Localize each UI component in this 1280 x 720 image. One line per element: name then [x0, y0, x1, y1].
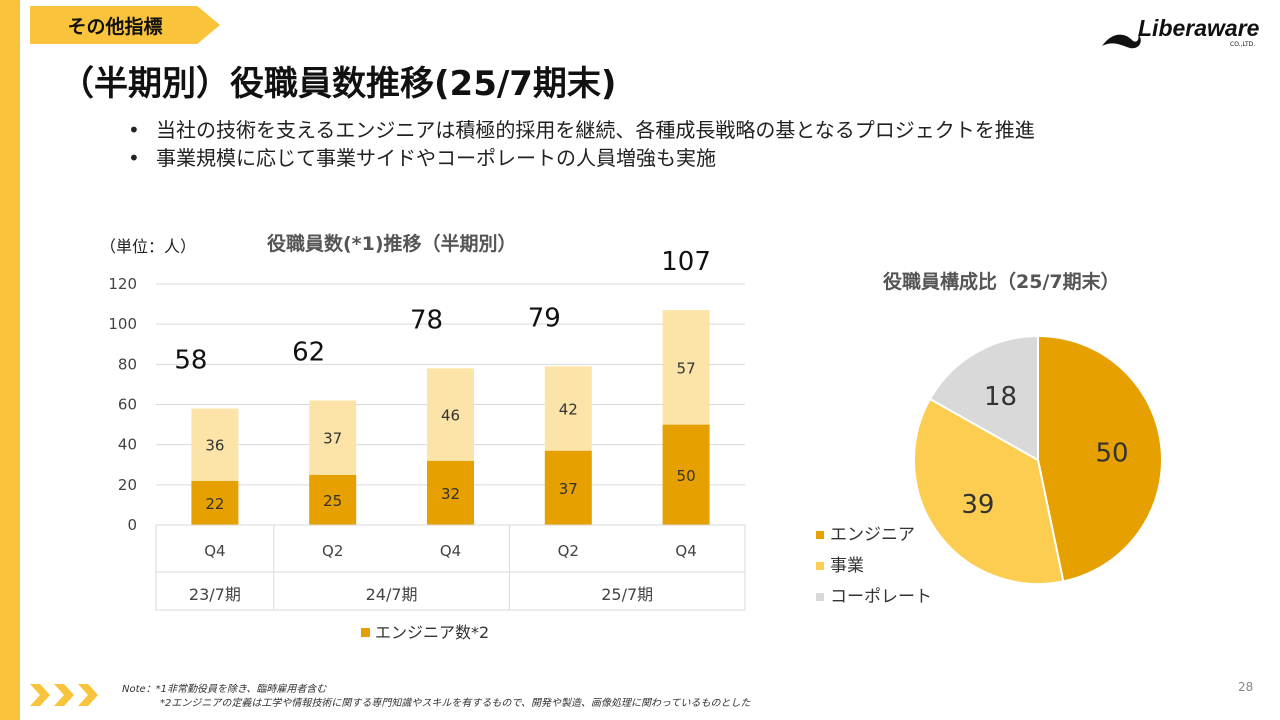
legend-label: コーポレート — [830, 587, 932, 607]
legend-label: エンジニア数*2 — [375, 623, 489, 642]
x-tick-label: Q4 — [675, 542, 696, 560]
legend-label: 事業 — [830, 556, 864, 576]
data-label-engineer: 37 — [559, 480, 578, 498]
y-tick-label: 120 — [108, 275, 137, 293]
section-tag-label: その他指標 — [67, 15, 163, 38]
data-label-other: 46 — [441, 407, 460, 425]
y-tick-label: 100 — [108, 315, 137, 333]
pie-slice — [1037, 334, 1163, 583]
page-number: 28 — [1238, 680, 1254, 694]
data-label-engineer: 25 — [323, 492, 342, 510]
data-label-total: 107 — [661, 247, 711, 277]
page-title: （半期別）役職員数推移(25/7期末) — [60, 64, 617, 104]
bar-chart-title: 役職員数(*1)推移（半期別） — [267, 232, 517, 255]
legend-swatch — [816, 562, 824, 570]
data-label-total: 62 — [292, 337, 325, 367]
section-tag: その他指標 — [30, 6, 220, 44]
logo-swoosh-icon — [1102, 34, 1141, 49]
bullet-item: 当社の技術を支えるエンジニアは積極的採用を継続、各種成長戦略の基となるプロジェク… — [120, 116, 1035, 144]
pie-data-label: 39 — [961, 490, 994, 520]
data-label-other: 37 — [323, 430, 342, 448]
x-tick-label: Q4 — [204, 542, 225, 560]
data-label-other: 42 — [559, 401, 578, 419]
logo-subtext: CO.,LTD. — [1230, 41, 1255, 48]
data-label-engineer: 50 — [677, 467, 696, 485]
data-label-other: 57 — [677, 359, 696, 377]
data-label-total: 58 — [174, 346, 207, 376]
y-tick-label: 20 — [118, 476, 137, 494]
pie-slice — [928, 334, 1039, 462]
group-label: 25/7期 — [601, 585, 653, 604]
y-tick-label: 0 — [127, 516, 137, 534]
group-label: 24/7期 — [366, 585, 418, 604]
x-tick-label: Q4 — [440, 542, 461, 560]
left-accent-bar — [0, 0, 20, 720]
data-label-engineer: 32 — [441, 485, 460, 503]
data-label-engineer: 22 — [205, 495, 224, 513]
company-logo: Liberaware CO.,LTD. — [1102, 15, 1260, 49]
footnote: Note：*1非常勤役員を除き、臨時雇用者含む *2エンジニアの定義は工学や情報… — [122, 683, 750, 711]
legend-label: エンジニア — [830, 525, 915, 545]
bullet-list: 当社の技術を支えるエンジニアは積極的採用を継続、各種成長戦略の基となるプロジェク… — [120, 116, 1035, 172]
bar-engineer — [544, 450, 592, 525]
bar-other — [309, 400, 357, 475]
legend-swatch — [816, 593, 824, 601]
group-label: 23/7期 — [189, 585, 241, 604]
pie-data-label: 50 — [1095, 438, 1128, 468]
bar-other — [191, 408, 239, 481]
data-label-other: 36 — [205, 437, 224, 455]
x-tick-label: Q2 — [558, 542, 579, 560]
bullet-item: 事業規模に応じて事業サイドやコーポレートの人員増強も実施 — [120, 144, 1035, 172]
x-tick-label: Q2 — [322, 542, 343, 560]
y-tick-label: 60 — [118, 396, 137, 414]
legend-swatch — [816, 531, 824, 539]
y-tick-label: 40 — [118, 436, 137, 454]
pie-chart-title: 役職員構成比（25/7期末） — [883, 270, 1120, 293]
footnote-line-2: *2エンジニアの定義は工学や情報技術に関する専門知識やスキルを有するもので、開発… — [160, 698, 751, 709]
chevron-right-icon — [54, 684, 74, 706]
logo-text: Liberaware — [1138, 15, 1260, 41]
bar-engineer — [662, 424, 710, 525]
bar-engineer — [309, 474, 357, 525]
data-label-total: 78 — [410, 305, 443, 335]
chevron-right-icon — [78, 684, 98, 706]
bar-other — [662, 310, 710, 425]
bar-engineer — [427, 460, 474, 525]
bar-other — [544, 366, 592, 451]
footnote-line-1: Note：*1非常勤役員を除き、臨時雇用者含む — [122, 684, 327, 695]
chevron-right-icon — [30, 684, 50, 706]
y-tick-label: 80 — [118, 355, 137, 373]
bar-engineer — [191, 480, 239, 525]
unit-label: （単位：人） — [100, 237, 196, 256]
pie-data-label: 18 — [984, 382, 1017, 412]
pie-slice — [913, 397, 1065, 585]
data-label-total: 79 — [528, 303, 561, 333]
legend-swatch — [361, 628, 370, 637]
bar-other — [427, 368, 474, 461]
bar-chart: 0 20 40 60 80 100 120 22 36 58 Q4 25 37 62 Q2 32 46 78 Q4 3… — [108, 247, 746, 642]
